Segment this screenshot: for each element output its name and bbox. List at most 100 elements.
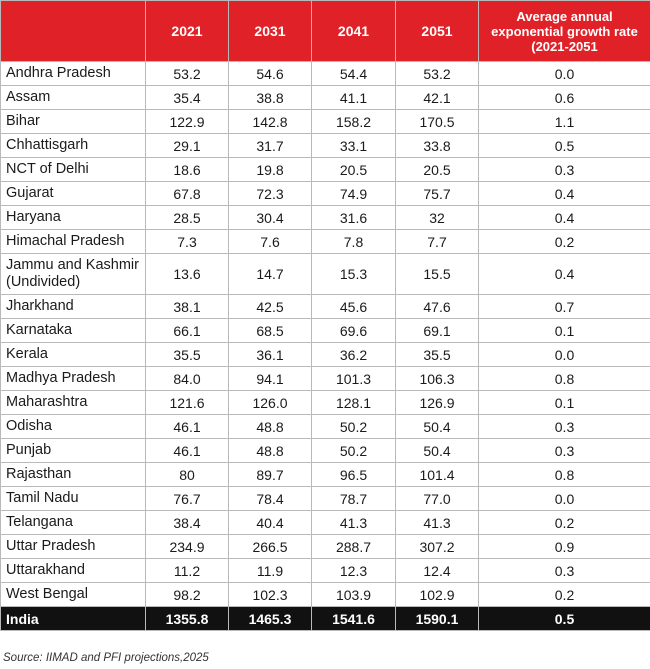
value-2021: 46.1 (145, 414, 229, 439)
state-name: Tamil Nadu (0, 486, 146, 511)
value-2031: 126.0 (228, 390, 312, 415)
value-2041: 69.6 (311, 318, 396, 343)
value-2031: 36.1 (228, 342, 312, 367)
state-name: Chhattisgarh (0, 133, 146, 158)
value-2021: 35.5 (145, 342, 229, 367)
value-2031: 40.4 (228, 510, 312, 535)
table-row: Tamil Nadu 76.7 78.4 78.7 77.0 0.0 (0, 486, 650, 511)
state-name: Uttarakhand (0, 558, 146, 583)
value-2041: 41.1 (311, 85, 396, 110)
value-2041: 7.8 (311, 229, 396, 254)
table-row: Haryana 28.5 30.4 31.6 32 0.4 (0, 205, 650, 230)
value-2051: 102.9 (395, 582, 479, 607)
state-name: West Bengal (0, 582, 146, 607)
total-growth-rate: 0.5 (478, 606, 650, 631)
table-row: Andhra Pradesh 53.2 54.6 54.4 53.2 0.0 (0, 61, 650, 86)
value-2041: 96.5 (311, 462, 396, 487)
growth-rate: 0.8 (478, 366, 650, 391)
table-row: Himachal Pradesh 7.3 7.6 7.8 7.7 0.2 (0, 229, 650, 254)
value-2051: 15.5 (395, 253, 479, 295)
growth-rate: 0.4 (478, 253, 650, 295)
table-row: Rajasthan 80 89.7 96.5 101.4 0.8 (0, 462, 650, 487)
value-2021: 38.4 (145, 510, 229, 535)
value-2051: 101.4 (395, 462, 479, 487)
value-2051: 170.5 (395, 109, 479, 134)
table-row: Telangana 38.4 40.4 41.3 41.3 0.2 (0, 510, 650, 535)
value-2051: 69.1 (395, 318, 479, 343)
growth-rate: 0.3 (478, 558, 650, 583)
growth-rate: 0.6 (478, 85, 650, 110)
growth-rate: 0.3 (478, 414, 650, 439)
watermark: 头条 @南亚研究通讯 (482, 635, 622, 653)
table-row: Kerala 35.5 36.1 36.2 35.5 0.0 (0, 342, 650, 367)
value-2021: 7.3 (145, 229, 229, 254)
table-row: Bihar 122.9 142.8 158.2 170.5 1.1 (0, 109, 650, 134)
value-2031: 31.7 (228, 133, 312, 158)
table-row: Maharashtra 121.6 126.0 128.1 126.9 0.1 (0, 390, 650, 415)
value-2051: 35.5 (395, 342, 479, 367)
value-2041: 12.3 (311, 558, 396, 583)
growth-rate: 0.0 (478, 342, 650, 367)
value-2021: 46.1 (145, 438, 229, 463)
state-name: Kerala (0, 342, 146, 367)
value-2021: 11.2 (145, 558, 229, 583)
table-row: Uttar Pradesh 234.9 266.5 288.7 307.2 0.9 (0, 534, 650, 559)
header-state (0, 0, 146, 62)
value-2031: 142.8 (228, 109, 312, 134)
value-2051: 47.6 (395, 294, 479, 319)
value-2021: 28.5 (145, 205, 229, 230)
value-2021: 13.6 (145, 253, 229, 295)
state-name: NCT of Delhi (0, 157, 146, 182)
growth-rate: 0.3 (478, 157, 650, 182)
value-2031: 102.3 (228, 582, 312, 607)
value-2021: 80 (145, 462, 229, 487)
growth-rate: 0.9 (478, 534, 650, 559)
header-growth-rate: Average annual exponential growth rate (… (478, 0, 650, 62)
growth-rate: 0.5 (478, 133, 650, 158)
header-2021: 2021 (145, 0, 229, 62)
value-2051: 307.2 (395, 534, 479, 559)
value-2041: 74.9 (311, 181, 396, 206)
value-2021: 53.2 (145, 61, 229, 86)
value-2021: 66.1 (145, 318, 229, 343)
value-2031: 19.8 (228, 157, 312, 182)
state-name: Maharashtra (0, 390, 146, 415)
growth-rate: 1.1 (478, 109, 650, 134)
value-2021: 84.0 (145, 366, 229, 391)
state-name: Assam (0, 85, 146, 110)
value-2041: 101.3 (311, 366, 396, 391)
state-name: Gujarat (0, 181, 146, 206)
state-name: Haryana (0, 205, 146, 230)
state-name: Rajasthan (0, 462, 146, 487)
value-2021: 38.1 (145, 294, 229, 319)
value-2021: 234.9 (145, 534, 229, 559)
value-2041: 50.2 (311, 438, 396, 463)
value-2041: 50.2 (311, 414, 396, 439)
growth-rate: 0.2 (478, 582, 650, 607)
value-2041: 41.3 (311, 510, 396, 535)
value-2051: 32 (395, 205, 479, 230)
state-name: Telangana (0, 510, 146, 535)
value-2031: 78.4 (228, 486, 312, 511)
value-2051: 126.9 (395, 390, 479, 415)
value-2031: 14.7 (228, 253, 312, 295)
header-2031: 2031 (228, 0, 312, 62)
growth-rate: 0.2 (478, 510, 650, 535)
value-2021: 98.2 (145, 582, 229, 607)
value-2021: 121.6 (145, 390, 229, 415)
state-name: Madhya Pradesh (0, 366, 146, 391)
header-2041: 2041 (311, 0, 396, 62)
value-2031: 42.5 (228, 294, 312, 319)
header-2051: 2051 (395, 0, 479, 62)
state-name: Uttar Pradesh (0, 534, 146, 559)
value-2041: 78.7 (311, 486, 396, 511)
state-name: Jammu and Kashmir (Undivided) (0, 253, 146, 295)
value-2051: 7.7 (395, 229, 479, 254)
total-row: India 1355.8 1465.3 1541.6 1590.1 0.5 (0, 606, 650, 631)
value-2021: 18.6 (145, 157, 229, 182)
value-2021: 29.1 (145, 133, 229, 158)
state-name: Bihar (0, 109, 146, 134)
state-name: Himachal Pradesh (0, 229, 146, 254)
state-name: Jharkhand (0, 294, 146, 319)
value-2031: 38.8 (228, 85, 312, 110)
